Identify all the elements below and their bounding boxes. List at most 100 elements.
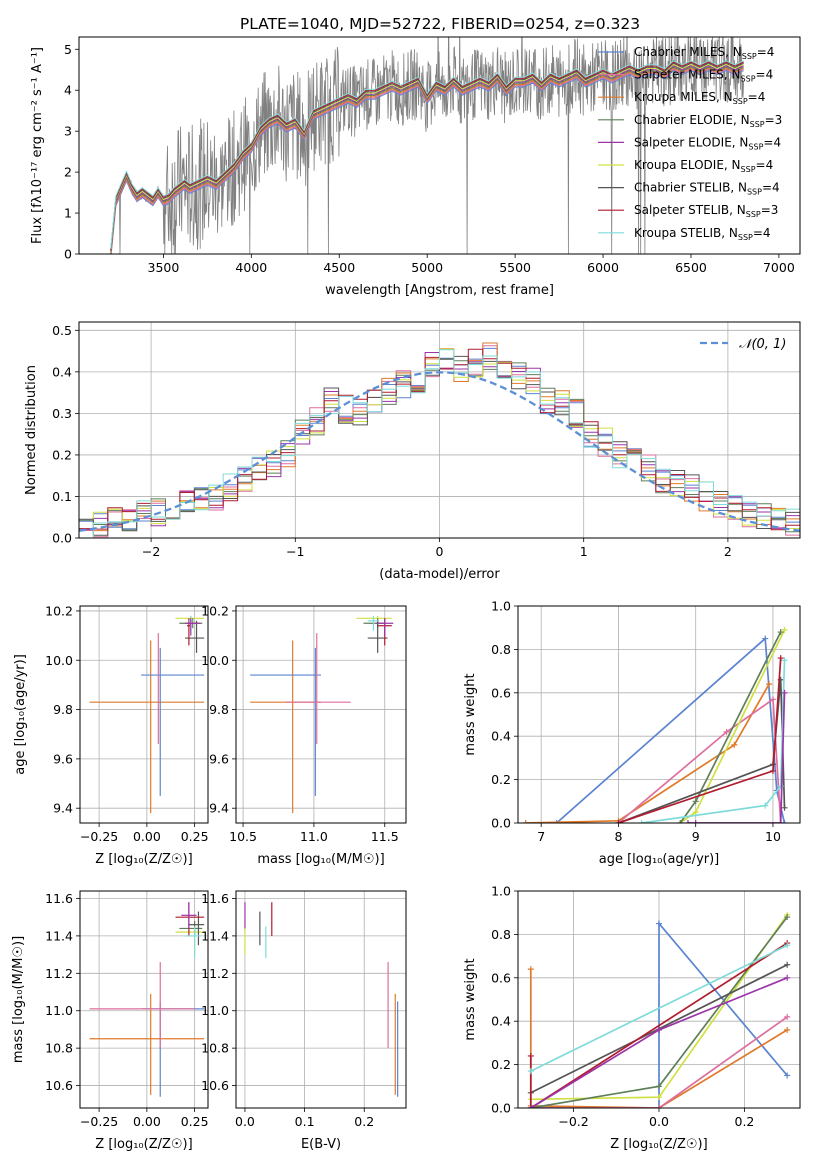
residual-histogram-step bbox=[79, 349, 800, 538]
y-tick-label: 0.1 bbox=[52, 489, 72, 504]
legend-entry-label: Salpeter STELIB, NSSP=3 bbox=[634, 203, 778, 219]
y-tick-label: 9.6 bbox=[209, 751, 229, 766]
x-axis-label: E(B-V) bbox=[301, 1137, 341, 1152]
x-tick-label: 5500 bbox=[499, 260, 531, 275]
mass-vs-extinction-plot: 0.0 0.1 0.2 10.6 10.8 11.0 11.2 11.4 11.6 E(B-V) bbox=[201, 890, 407, 1152]
mass-weight-marker bbox=[656, 1083, 662, 1090]
y-tick-label: 0.2 bbox=[491, 1057, 511, 1072]
mass-weight-marker bbox=[656, 1026, 662, 1033]
mass-weight-marker bbox=[723, 728, 730, 735]
mass-weight-marker bbox=[553, 820, 560, 823]
mass-weight-marker bbox=[762, 635, 769, 642]
y-tick-label: 1.0 bbox=[491, 599, 511, 614]
x-tick-label: 11.5 bbox=[371, 829, 399, 844]
x-tick-label: 3500 bbox=[148, 260, 180, 275]
axes-frame bbox=[78, 321, 801, 539]
y-tick-label: 10.2 bbox=[201, 603, 229, 618]
spectrum-plot: 3500 4000 4500 5000 5500 6000 6500 7000 0 1 2 3 4 5 wa… bbox=[30, 36, 801, 298]
model-spectrum-line bbox=[110, 66, 744, 254]
y-tick-label: 9.8 bbox=[209, 702, 229, 717]
mass-weight-marker bbox=[769, 696, 776, 703]
model-spectrum-line bbox=[110, 70, 744, 254]
data-point-errorbar bbox=[89, 993, 205, 1095]
data-point-errorbar bbox=[89, 640, 205, 814]
y-tick-label: 10.8 bbox=[45, 1041, 73, 1056]
y-tick-label: 11.4 bbox=[45, 928, 73, 943]
axes-frame bbox=[79, 890, 209, 1109]
model-spectrum-line bbox=[110, 65, 744, 254]
x-tick-label: 0.25 bbox=[181, 829, 209, 844]
mass-weight-marker bbox=[692, 820, 699, 823]
y-tick-label: 10.0 bbox=[201, 653, 229, 668]
mass-weight-marker bbox=[784, 1026, 791, 1033]
legend-entry-label: Kroupa STELIB, NSSP=4 bbox=[634, 226, 771, 242]
legend-entry-label: Chabrier STELIB, NSSP=4 bbox=[634, 181, 780, 197]
mass-vs-metallicity-plot: −0.25 0.00 0.25 10.6 10.8 11.0 11.2 11.4 11.6 Z [… bbox=[11, 890, 209, 1152]
x-tick-label: 0 bbox=[436, 544, 444, 559]
x-axis-label: wavelength [Angstrom, rest frame] bbox=[325, 283, 554, 298]
residuals-plot: −2 −1 0 1 2 0.0 0.1 0.2 0.3 0.4 0.5 (data-model)/er… bbox=[24, 321, 801, 582]
age-vs-mass-plot: 10.5 11.0 11.5 9.4 9.6 9.8 10.0 10.2 mass [log₁₀… bbox=[201, 603, 407, 867]
axes-frame bbox=[517, 890, 801, 1109]
y-axis-label: mass weight bbox=[463, 958, 478, 1040]
axes-frame bbox=[235, 605, 407, 824]
x-tick-label: 6500 bbox=[675, 260, 707, 275]
x-tick-label: 5000 bbox=[411, 260, 443, 275]
x-tick-label: 9 bbox=[692, 829, 700, 844]
plot-area bbox=[522, 626, 788, 823]
legend-entry-label: Salpeter ELODIE, NSSP=4 bbox=[634, 135, 781, 151]
data-point-errorbar bbox=[141, 647, 205, 796]
y-tick-label: 10.0 bbox=[45, 653, 73, 668]
data-point-errorbar bbox=[185, 620, 205, 653]
y-tick-label: 9.4 bbox=[53, 801, 73, 816]
y-tick-label: 10.6 bbox=[45, 1078, 73, 1093]
x-tick-label: 2 bbox=[724, 544, 732, 559]
y-tick-label: 11.6 bbox=[45, 891, 73, 906]
x-axis-label: Z [log₁₀(Z/Z☉)] bbox=[95, 852, 192, 867]
mass-weight-marker bbox=[784, 914, 791, 921]
data-point-errorbar bbox=[181, 902, 197, 929]
mass-weight-marker bbox=[784, 1072, 791, 1079]
x-tick-label: 0.1 bbox=[295, 1114, 315, 1129]
mass-weight-marker bbox=[781, 804, 788, 811]
x-tick-label: 1 bbox=[580, 544, 588, 559]
mass-weight-line bbox=[641, 660, 786, 823]
plot-area bbox=[527, 911, 791, 1108]
x-tick-label: 8 bbox=[614, 829, 622, 844]
y-tick-label: 0.8 bbox=[491, 927, 511, 942]
x-tick-label: 0.25 bbox=[181, 1114, 209, 1129]
mass-weight-marker bbox=[615, 820, 622, 823]
y-tick-label: 11.0 bbox=[45, 1003, 73, 1018]
mass-weight-marker bbox=[731, 741, 738, 748]
y-axis-label: age [log₁₀(age/yr)] bbox=[13, 654, 28, 775]
mass-weight-line bbox=[530, 944, 788, 1072]
mass-weight-marker bbox=[677, 820, 684, 823]
mass-weight-marker bbox=[638, 820, 645, 823]
legend-entry-label: Chabrier MILES, NSSP=4 bbox=[634, 45, 774, 61]
mass-weight-marker bbox=[656, 1105, 662, 1108]
mass-weight-line bbox=[556, 636, 786, 823]
x-tick-label: 10.5 bbox=[229, 829, 257, 844]
x-tick-label: −0.25 bbox=[80, 1114, 118, 1129]
axes-frame bbox=[517, 605, 801, 824]
model-spectrum-line bbox=[110, 63, 744, 253]
y-tick-label: 2 bbox=[64, 165, 72, 180]
mass-weight-marker bbox=[784, 942, 791, 949]
mass-weight-line bbox=[529, 969, 788, 1108]
x-tick-label: −0.2 bbox=[558, 1114, 588, 1129]
x-tick-label: 0.0 bbox=[235, 1114, 255, 1129]
y-tick-label: 0.2 bbox=[52, 447, 72, 462]
x-axis-label: (data-model)/error bbox=[379, 567, 500, 582]
y-tick-label: 0.8 bbox=[491, 642, 511, 657]
y-tick-label: 0.3 bbox=[52, 406, 72, 421]
x-tick-label: 0.2 bbox=[354, 1114, 374, 1129]
x-tick-label: −0.25 bbox=[80, 829, 118, 844]
legend-entry-label: Salpeter MILES, NSSP=4 bbox=[634, 68, 773, 84]
y-tick-label: 0.0 bbox=[491, 1101, 511, 1116]
x-tick-label: −1 bbox=[286, 544, 304, 559]
mass-weight-marker bbox=[692, 798, 699, 805]
y-tick-label: 1.0 bbox=[491, 884, 511, 899]
x-tick-label: 0.2 bbox=[735, 1114, 755, 1129]
mass-weight-marker bbox=[777, 629, 784, 636]
y-tick-label: 11.2 bbox=[45, 966, 73, 981]
